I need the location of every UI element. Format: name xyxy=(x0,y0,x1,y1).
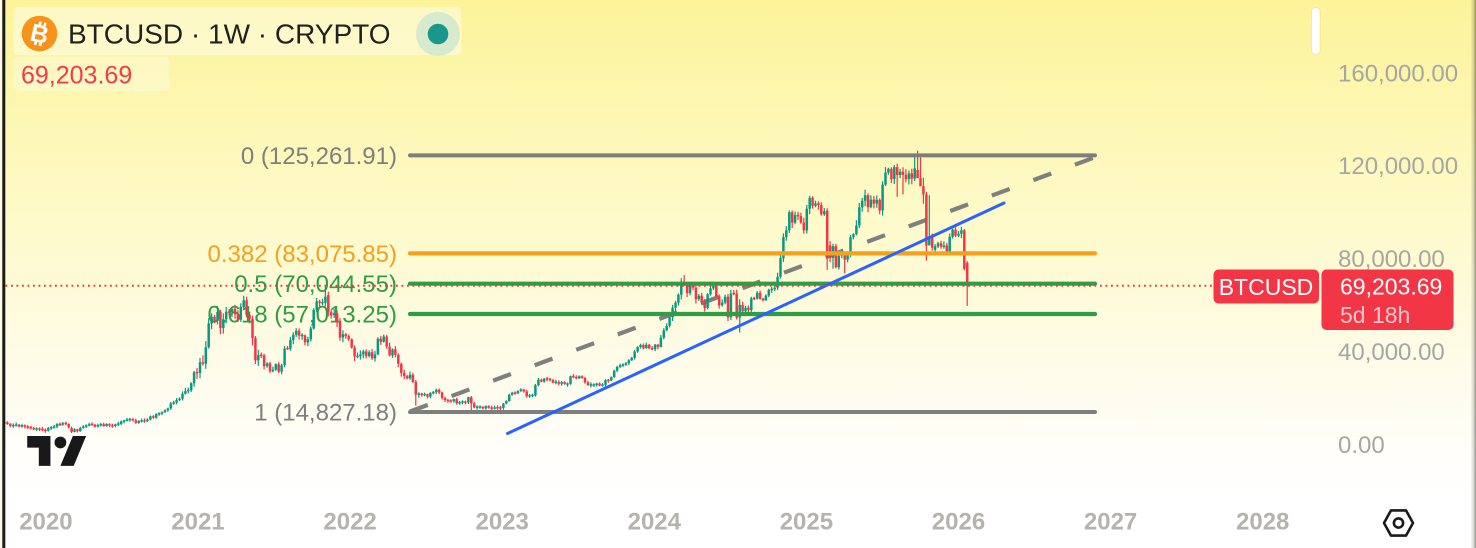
svg-text:0.00: 0.00 xyxy=(1338,432,1385,459)
svg-text:2020: 2020 xyxy=(19,508,72,535)
svg-text:160,000.00: 160,000.00 xyxy=(1338,60,1458,87)
svg-text:2023: 2023 xyxy=(476,508,529,535)
svg-text:B: B xyxy=(28,19,52,50)
svg-text:0.5 (70,044.55): 0.5 (70,044.55) xyxy=(234,271,397,298)
svg-text:69,203.69: 69,203.69 xyxy=(21,61,132,89)
svg-text:5d 18h: 5d 18h xyxy=(1340,302,1410,328)
svg-text:80,000.00: 80,000.00 xyxy=(1338,246,1445,273)
svg-text:2024: 2024 xyxy=(628,508,682,535)
svg-text:0.382 (83,075.85): 0.382 (83,075.85) xyxy=(208,241,397,268)
svg-text:2021: 2021 xyxy=(171,508,224,535)
svg-text:BTCUSD · 1W · CRYPTO: BTCUSD · 1W · CRYPTO xyxy=(68,18,391,49)
svg-text:69,203.69: 69,203.69 xyxy=(1340,273,1442,299)
svg-text:120,000.00: 120,000.00 xyxy=(1338,153,1458,180)
svg-text:BTCUSD: BTCUSD xyxy=(1219,274,1314,300)
svg-text:2028: 2028 xyxy=(1236,508,1289,535)
svg-text:40,000.00: 40,000.00 xyxy=(1338,339,1445,366)
svg-text:0 (125,261.91): 0 (125,261.91) xyxy=(241,143,397,170)
svg-text:2026: 2026 xyxy=(932,508,985,535)
svg-text:1 (14,827.18): 1 (14,827.18) xyxy=(254,399,397,426)
svg-text:2025: 2025 xyxy=(780,508,833,535)
svg-text:2022: 2022 xyxy=(323,508,376,535)
svg-text:2027: 2027 xyxy=(1084,508,1137,535)
svg-text:0.618 (57,013.25): 0.618 (57,013.25) xyxy=(208,301,397,328)
